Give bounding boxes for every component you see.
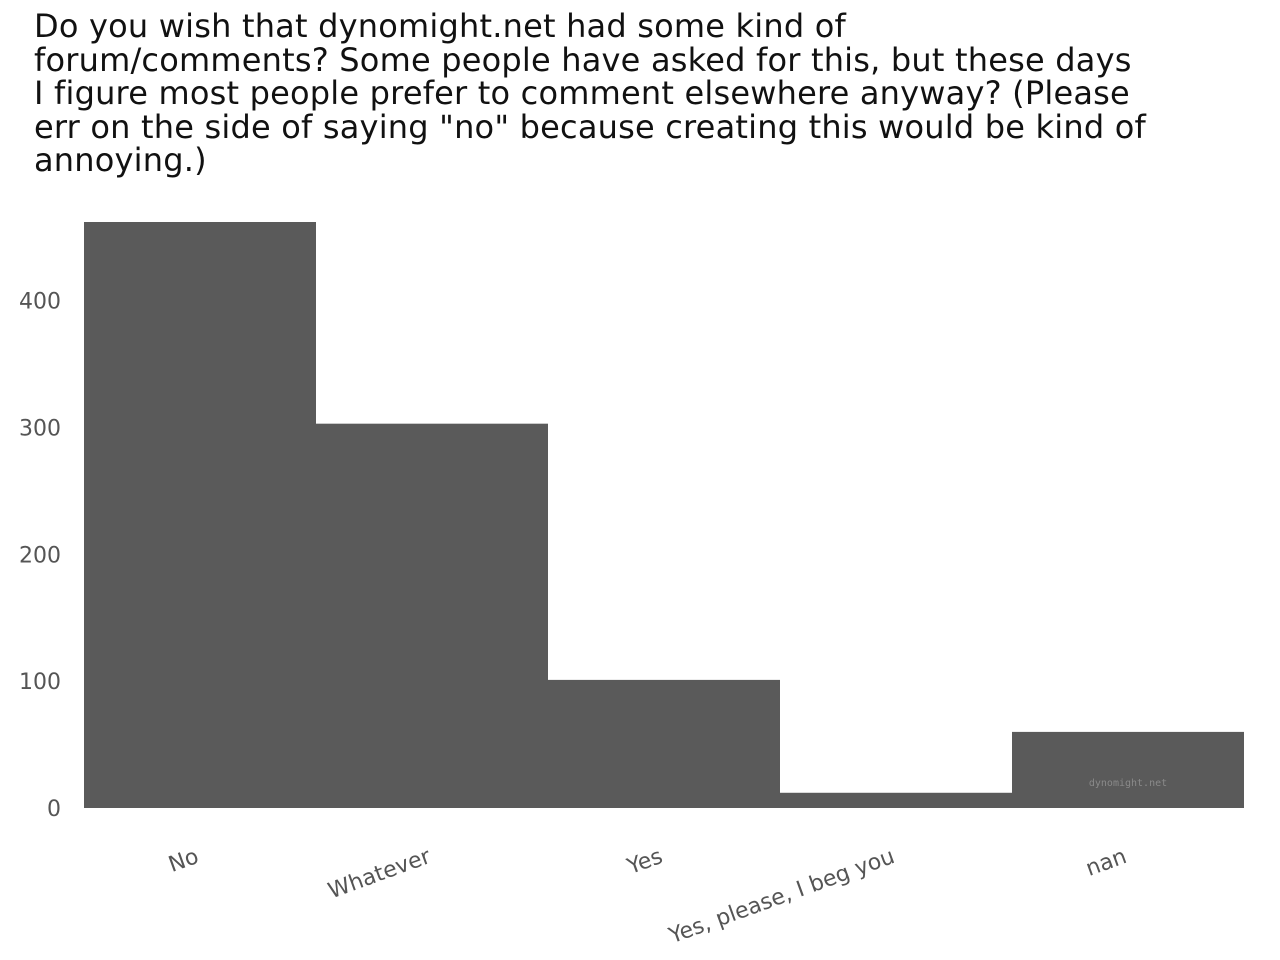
x-tick-label-4: nan	[1083, 844, 1130, 882]
y-axis-ticks: 0 100 200 300 400	[19, 290, 61, 822]
x-tick-label-3: Yes, please, I beg you	[665, 844, 898, 949]
y-tick-label-1: 100	[19, 670, 61, 695]
bars-group	[84, 222, 1244, 808]
y-tick-label-4: 400	[19, 290, 61, 315]
y-tick-label-3: 300	[19, 416, 61, 441]
chart-title: Do you wish that dynomight.net had some …	[34, 7, 1146, 179]
watermark-text: dynomight.net	[1089, 778, 1167, 789]
bar-0	[84, 222, 316, 808]
y-tick-label-0: 0	[47, 797, 61, 822]
bar-4	[1012, 731, 1244, 808]
bar-1	[316, 423, 548, 808]
bar-3	[780, 792, 1012, 808]
y-tick-label-2: 200	[19, 543, 61, 568]
x-tick-label-0: No	[165, 844, 202, 878]
x-axis-ticks: No Whatever Yes Yes, please, I beg you nan	[165, 844, 1130, 950]
x-tick-label-1: Whatever	[325, 844, 435, 904]
bar-2	[548, 679, 780, 808]
x-tick-label-2: Yes	[623, 844, 666, 880]
